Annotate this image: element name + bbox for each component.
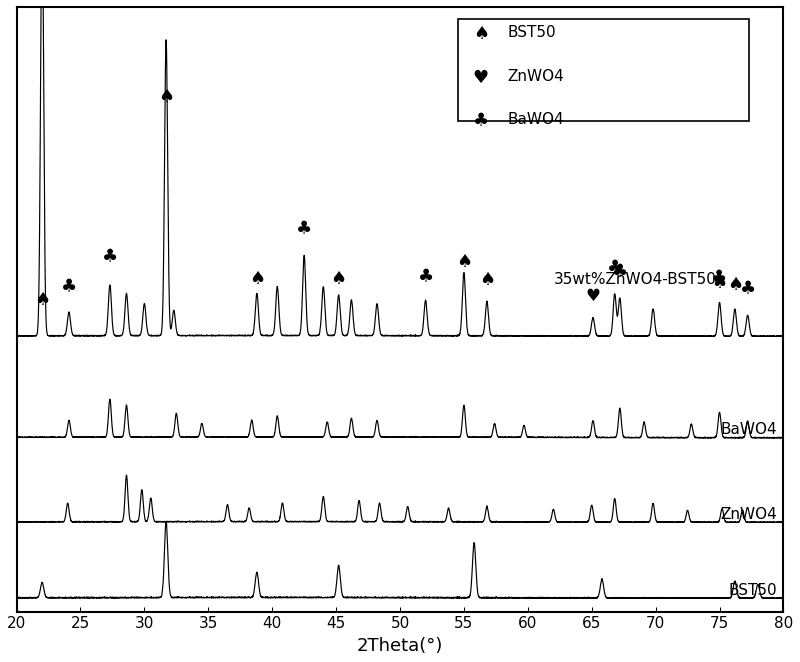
- Text: ♠: ♠: [330, 269, 346, 288]
- Text: ♠: ♠: [249, 269, 265, 288]
- Text: ♣: ♣: [102, 249, 118, 267]
- Text: ♠: ♠: [711, 274, 727, 292]
- Text: ♣: ♣: [61, 278, 77, 296]
- Text: ♥: ♥: [473, 69, 489, 87]
- Text: BST50: BST50: [729, 583, 777, 598]
- Text: ♠: ♠: [479, 271, 495, 289]
- Text: ♠: ♠: [456, 253, 472, 271]
- Text: 35wt%ZnWO4-BST50: 35wt%ZnWO4-BST50: [554, 272, 716, 287]
- Bar: [458, 19, 749, 121]
- Text: ♣: ♣: [606, 260, 622, 277]
- X-axis label: 2Theta(°): 2Theta(°): [357, 637, 443, 655]
- Text: ♥: ♥: [586, 287, 601, 305]
- Text: ZnWO4: ZnWO4: [720, 507, 777, 522]
- Text: BaWO4: BaWO4: [721, 422, 777, 438]
- Text: ZnWO4: ZnWO4: [507, 69, 564, 83]
- Text: ♣: ♣: [612, 263, 628, 281]
- Text: ♣: ♣: [296, 220, 312, 239]
- Text: ♣: ♣: [739, 280, 756, 298]
- Text: ♠: ♠: [158, 88, 174, 106]
- Text: BST50: BST50: [507, 25, 556, 40]
- Text: ♠: ♠: [34, 291, 50, 309]
- Text: ♠: ♠: [473, 25, 489, 43]
- Text: ♣: ♣: [473, 112, 489, 130]
- Text: ♣: ♣: [711, 269, 727, 288]
- Text: BaWO4: BaWO4: [507, 112, 564, 127]
- Text: ♣: ♣: [418, 268, 434, 286]
- Text: ♠: ♠: [727, 277, 743, 295]
